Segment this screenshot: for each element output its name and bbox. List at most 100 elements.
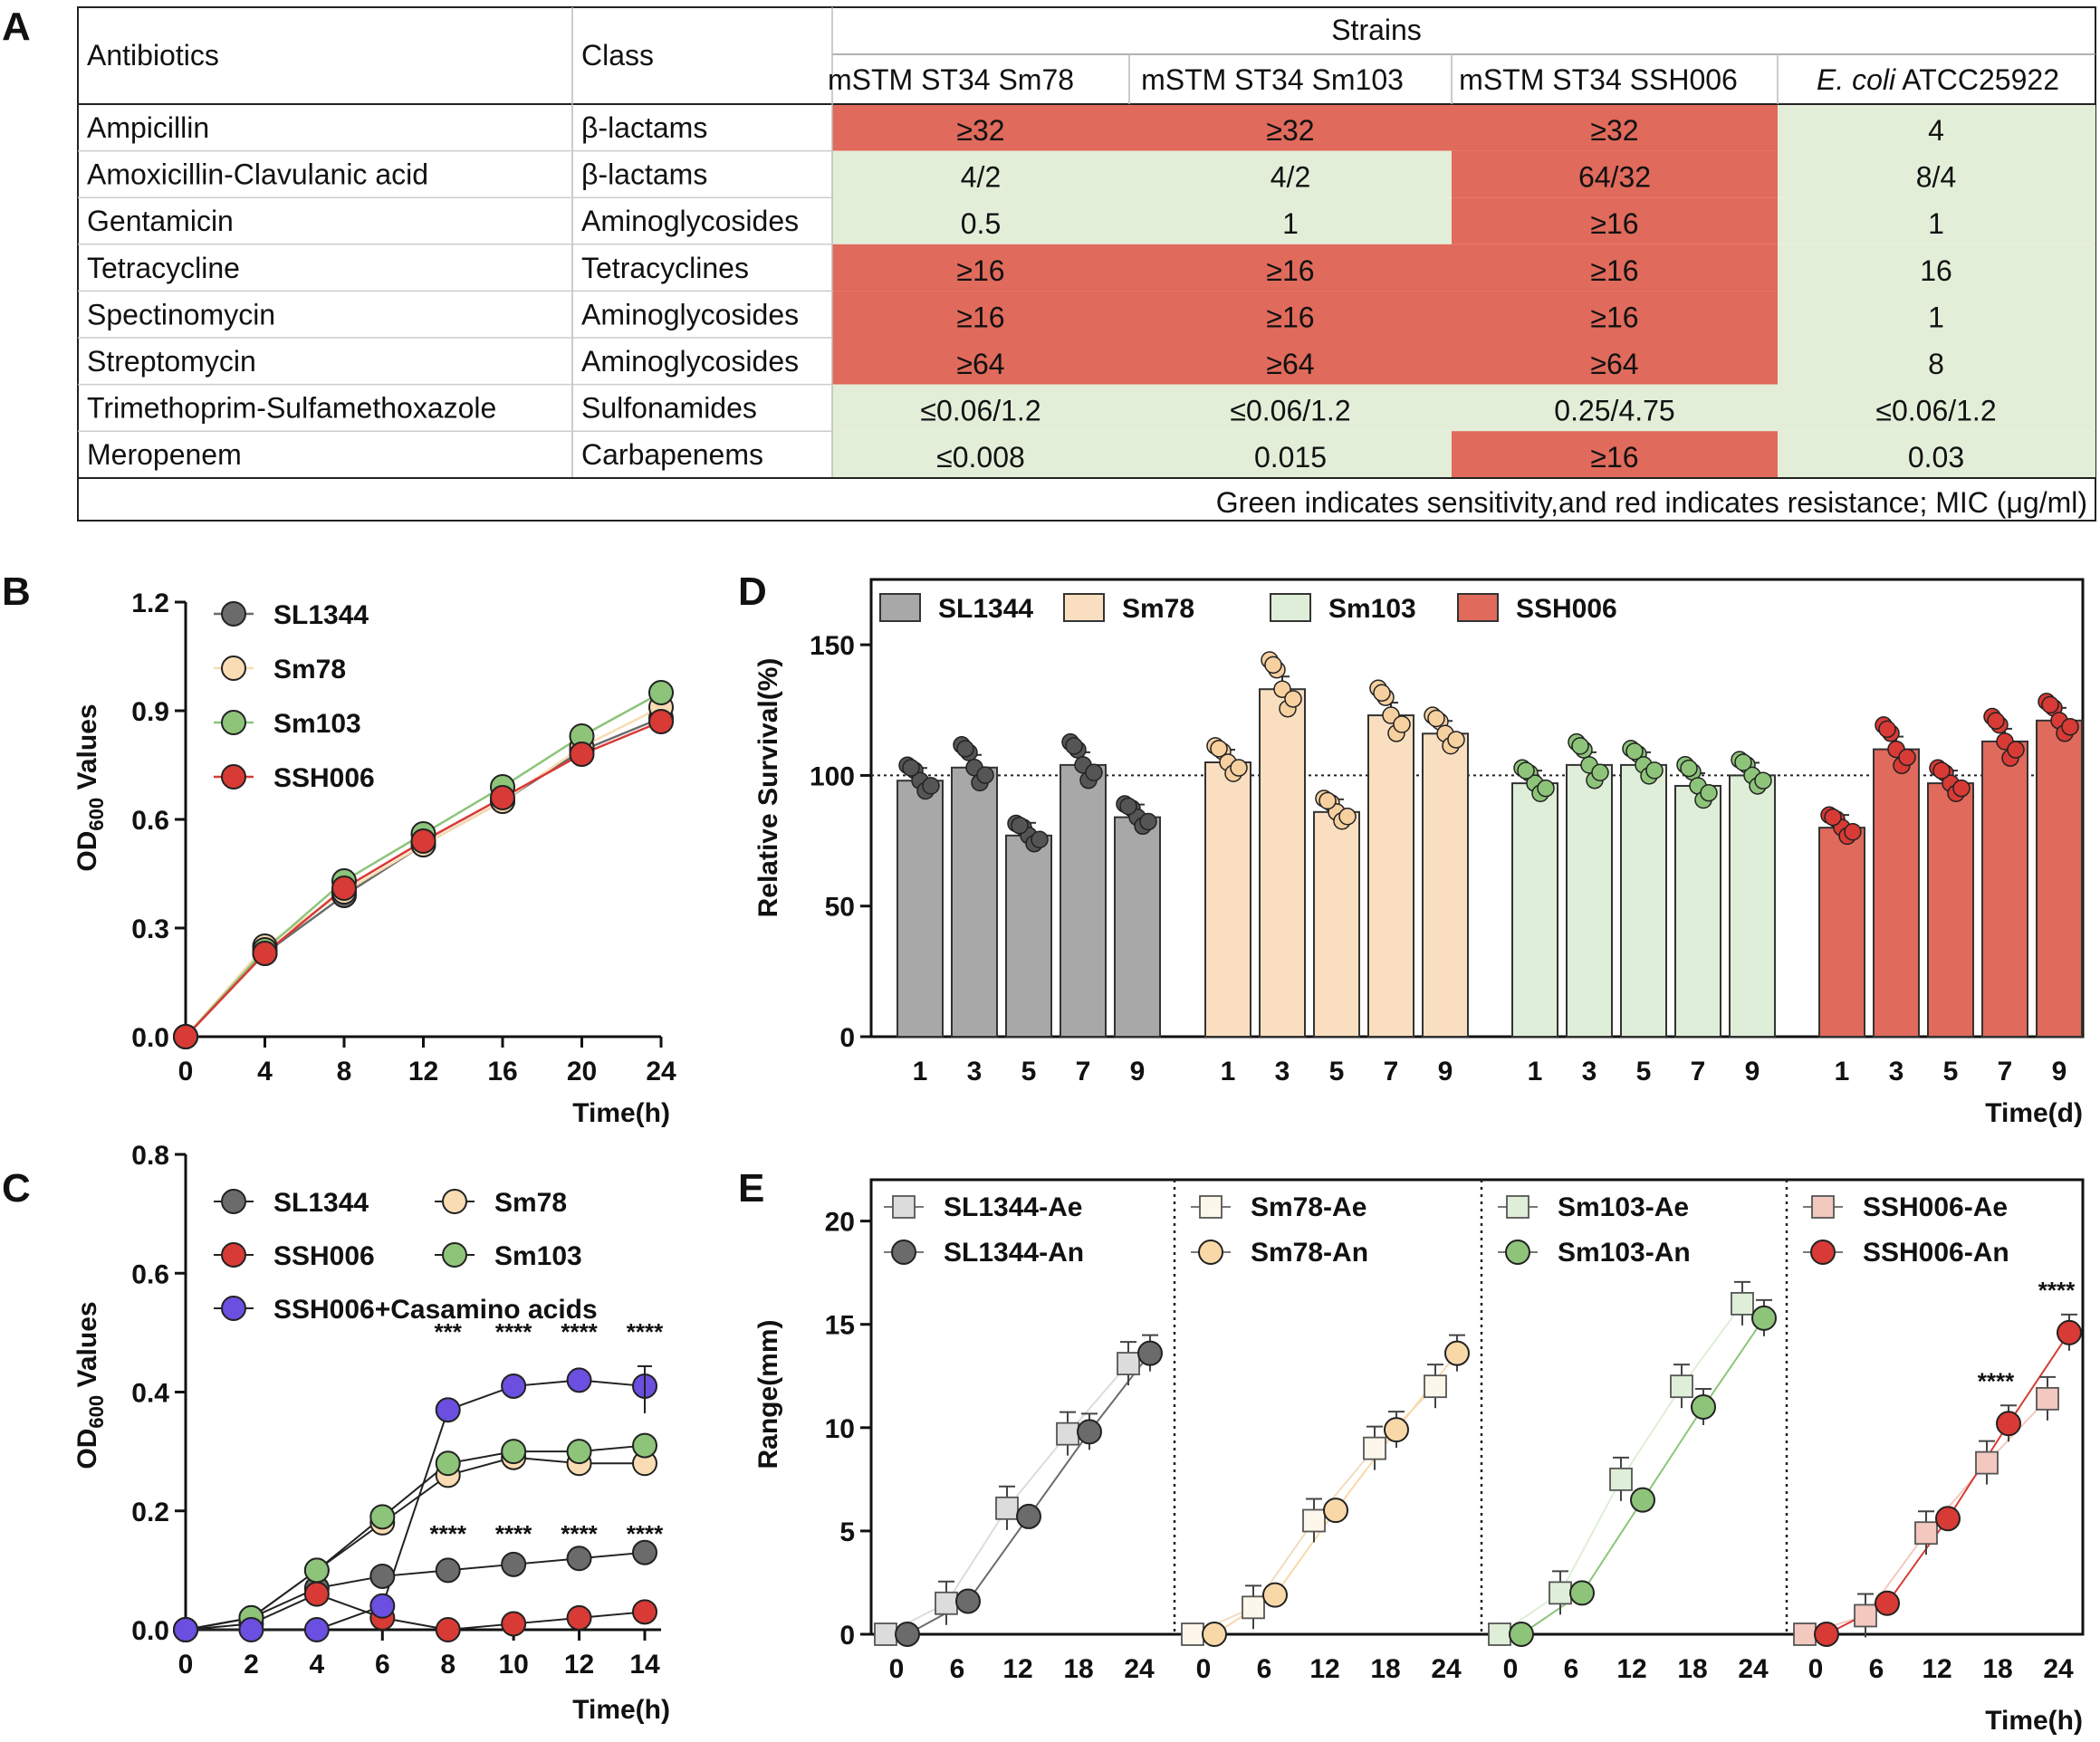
bar-sm103 [1511, 782, 1558, 1038]
y-tick-label: 0.0 [131, 1616, 169, 1646]
y-tick-label: 0.6 [131, 1259, 169, 1289]
data-point-ae [1181, 1622, 1204, 1646]
legend-label: Sm103 [1328, 594, 1416, 624]
data-point-an [1202, 1622, 1227, 1647]
legend-marker [1506, 1195, 1529, 1219]
replicate-dot [1898, 748, 1916, 767]
y-tick-label: 0.8 [131, 1141, 169, 1171]
x-tick-label: 10 [498, 1650, 528, 1680]
replicate-dot [1139, 812, 1157, 831]
significance-label: **** [561, 1520, 598, 1547]
table-row: Tetracycline Tetracyclines ≥16 ≥16 ≥16 16 [87, 252, 1952, 287]
panel-label-d: D [738, 570, 767, 614]
table-cell-bg [1778, 338, 2095, 385]
data-point-an [1444, 1340, 1470, 1366]
y-tick-label: 0 [839, 1023, 855, 1053]
data-point-an [1137, 1340, 1163, 1366]
replicate-dot [1230, 759, 1248, 777]
data-point-ssh006-casamino-acids [435, 1397, 461, 1423]
legend-label: SSH006+Casamino acids [273, 1295, 598, 1325]
replicate-dot [1031, 830, 1049, 848]
data-point-an [1630, 1487, 1655, 1513]
replicate-dot [1625, 742, 1644, 761]
data-point-ae [1424, 1374, 1447, 1399]
table-cell-value: 1 [1928, 207, 1944, 240]
legend-label: Sm103-An [1558, 1238, 1691, 1268]
data-point-sm103 [303, 1557, 330, 1584]
replicate-dot [1065, 737, 1083, 755]
x-tick-label: 24 [1124, 1654, 1155, 1684]
x-tick-label: 24 [1738, 1654, 1769, 1684]
x-tick-label: 5 [1329, 1057, 1345, 1086]
table-cell-bg [1129, 244, 1452, 292]
table-cell-value: ≤0.06/1.2 [1875, 395, 1996, 427]
table-cell-bg [832, 384, 1129, 432]
data-point-ssh006 [173, 1024, 198, 1049]
mic-table: Antibiotics Class Strains mSTM ST34 Sm78… [77, 6, 2096, 522]
legend-swatch [1063, 593, 1105, 622]
replicate-dot [1264, 656, 1282, 675]
table-row: Spectinomycin Aminoglycosides ≥16 ≥16 ≥16 1 [87, 298, 1944, 333]
replicate-dot [1571, 737, 1589, 755]
x-tick-label: 9 [1130, 1057, 1146, 1086]
table-cell-value: ≥16 [956, 254, 1004, 287]
table-row: Ampicillin β-lactams ≥32 ≥32 ≥32 4 [87, 111, 1944, 147]
replicate-dot [1210, 740, 1228, 758]
table-cell-bg [1778, 150, 2095, 198]
header-strain-ssh006: mSTM ST34 SSH006 [1459, 63, 1738, 96]
data-point-an [1569, 1580, 1595, 1606]
data-point-ssh006 [410, 828, 436, 854]
table-cell-value: ≥16 [1590, 254, 1638, 287]
bar-sm78 [1422, 732, 1469, 1038]
data-point-an [1016, 1503, 1041, 1529]
header-strains: Strains [1331, 14, 1422, 46]
data-point-ae [874, 1622, 897, 1646]
bar-ssh006 [1981, 740, 2028, 1038]
replicate-dot [2061, 718, 2079, 736]
plot-frame [869, 1178, 2085, 1636]
series-line-sl1344 [185, 716, 662, 1038]
x-tick-label: 1 [913, 1057, 928, 1086]
table-cell-antibiotic: Meropenem [87, 438, 242, 471]
table-cell-bg [1452, 104, 1778, 151]
table-cell-class: Carbapenems [581, 438, 763, 471]
legend-label: SL1344 [273, 600, 369, 630]
x-tick-label: 9 [1438, 1057, 1453, 1086]
bar-ssh006 [1873, 748, 1920, 1038]
x-tick-label: 18 [1063, 1654, 1093, 1684]
x-tick-label: 1 [1835, 1057, 1850, 1086]
x-tick-label: 1 [1221, 1057, 1236, 1086]
legend-label: SL1344-Ae [944, 1192, 1082, 1222]
panel-label-a: A [2, 5, 31, 49]
table-cell-bg [1129, 150, 1452, 198]
y-tick-label: 20 [825, 1208, 855, 1238]
header-antibiotics: Antibiotics [87, 39, 219, 72]
significance-label: **** [495, 1318, 532, 1345]
table-row: Gentamicin Aminoglycosides 0.5 1 ≥16 1 [87, 205, 1944, 240]
legend-marker [221, 656, 246, 681]
table-rows: Ampicillin β-lactams ≥32 ≥32 ≥32 4 Amoxicillin… [87, 111, 1997, 474]
x-tick-label: 3 [967, 1057, 983, 1086]
table-cell-class: Sulfonamides [581, 392, 757, 425]
data-point-ssh006 [501, 1611, 527, 1637]
bar-sm103 [1620, 763, 1667, 1038]
x-tick-label: 6 [375, 1650, 390, 1680]
data-point-ae [1975, 1450, 1999, 1475]
table-cell-value: ≥16 [1266, 254, 1314, 287]
table-cell-value: ≥16 [1590, 441, 1638, 474]
table-grid-lines [78, 7, 2095, 479]
x-tick-label: 16 [487, 1057, 517, 1086]
legend-label: SSH006-An [1863, 1238, 2009, 1268]
bar-sl1344 [1114, 816, 1161, 1038]
table-cell-value: ≥16 [1266, 301, 1314, 333]
significance-label: **** [495, 1520, 532, 1547]
replicate-dot [1085, 763, 1103, 782]
y-tick-label: 5 [839, 1517, 855, 1547]
legend-marker [1199, 1195, 1223, 1219]
table-cell-bg [832, 150, 1129, 198]
legend-marker [442, 1242, 467, 1268]
legend-marker [1198, 1240, 1223, 1265]
table-row: Meropenem Carbapenems ≤0.008 0.015 ≥16 0.03 [87, 438, 1964, 474]
data-point-an [1323, 1498, 1348, 1524]
